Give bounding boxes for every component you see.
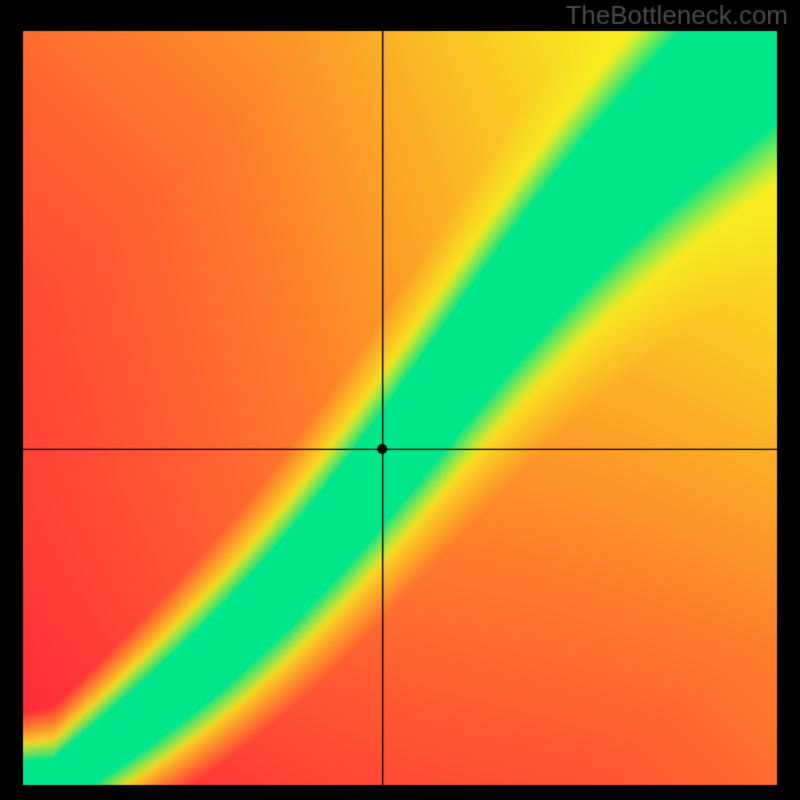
heatmap-canvas	[0, 0, 800, 800]
chart-container	[0, 0, 800, 800]
